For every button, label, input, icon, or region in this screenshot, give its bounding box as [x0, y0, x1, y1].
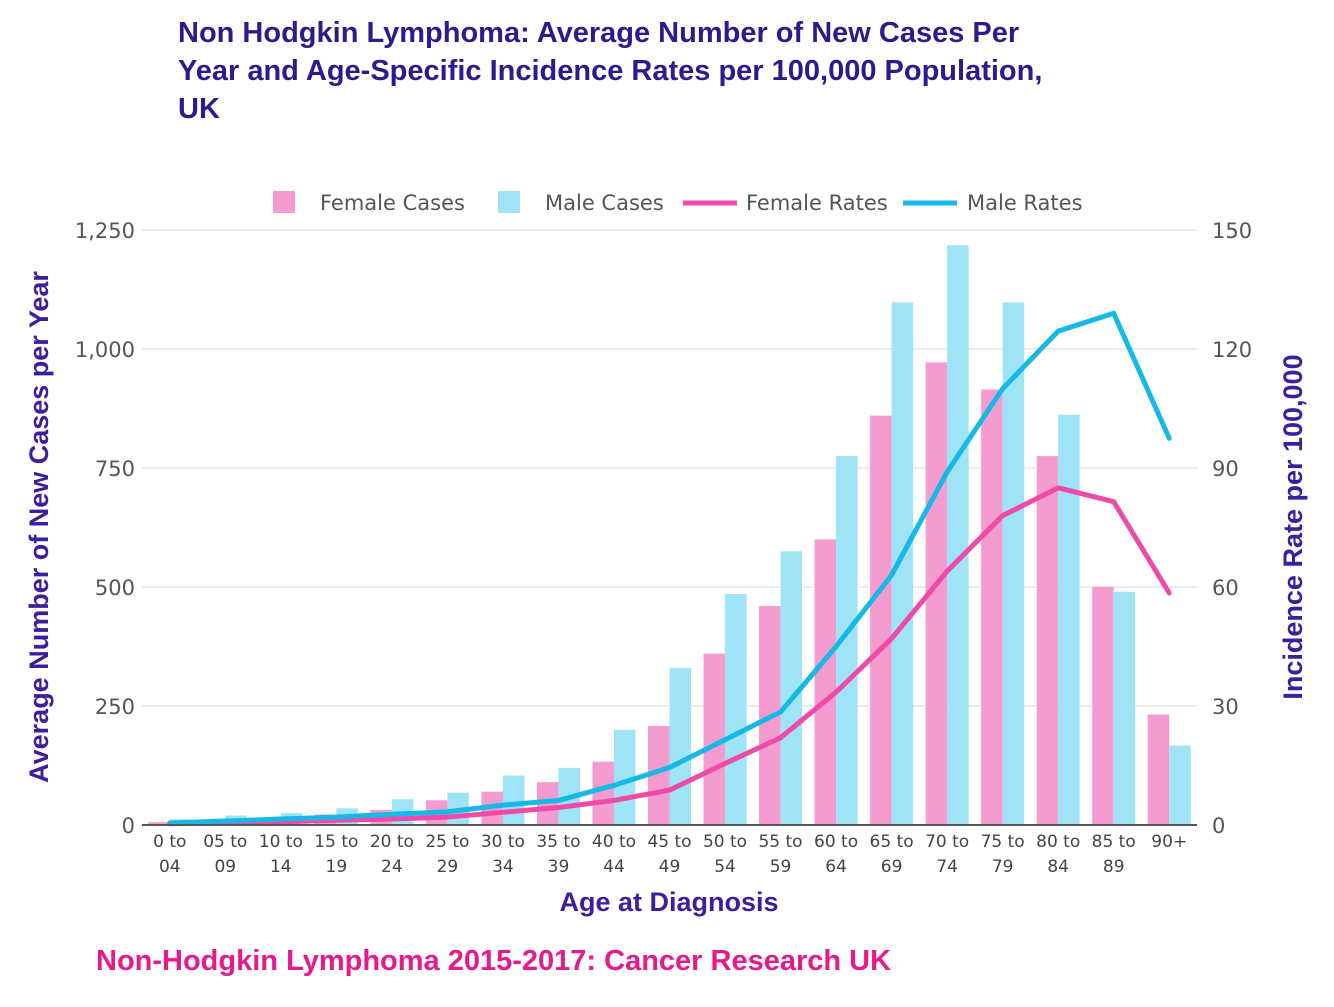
x-tick-label-line-2: 04 — [159, 857, 181, 877]
bar-female-cases — [870, 415, 892, 825]
y-axis-left-ticks: 0 250 500 750 1,000 1,250 — [75, 219, 135, 838]
x-tick-label: 35 to — [536, 832, 580, 852]
x-tick-label-line-2: 74 — [936, 857, 958, 877]
y-tick-label: 0 — [122, 814, 135, 838]
y2-tick-label: 60 — [1212, 576, 1239, 600]
x-tick-label: 60 to — [814, 832, 858, 852]
x-tick-label-line-2: 09 — [214, 857, 236, 877]
x-tick-label-line-2: 19 — [326, 857, 348, 877]
x-axis-ticks: 0 to 04 05 to 09 10 to 14 15 to 19 20 to 24 25 to 2… — [153, 832, 1187, 877]
x-tick-label: 15 to — [314, 832, 358, 852]
y-tick-label: 1,000 — [75, 338, 135, 362]
x-tick-label-line-2: 59 — [770, 857, 792, 877]
x-tick-label-line-2: 49 — [659, 857, 681, 877]
x-tick-label: 0 to — [153, 832, 186, 852]
y-axis-left-title: Average Number of New Cases per Year — [24, 271, 54, 783]
legend-swatch-female-cases — [273, 191, 295, 213]
x-tick-label-line-2: 84 — [1047, 857, 1069, 877]
x-tick-label: 50 to — [703, 832, 747, 852]
bar-female-cases — [814, 539, 837, 825]
line-female-rates — [167, 485, 1172, 827]
legend-label-female-cases: Female Cases — [320, 191, 465, 215]
bar-female-cases — [648, 725, 670, 825]
legend-label-male-rates: Male Rates — [967, 191, 1083, 215]
bar-male-cases — [1169, 745, 1191, 825]
x-tick-label: 85 to — [1092, 832, 1136, 852]
bar-female-cases — [592, 761, 614, 825]
source-caption: Non-Hodgkin Lymphoma 2015-2017: Cancer R… — [96, 945, 892, 977]
chart-title: Non Hodgkin Lymphoma: Average Number of … — [178, 14, 1178, 128]
x-tick-label-line-2: 69 — [881, 857, 903, 877]
x-tick-label-line-2: 44 — [603, 857, 625, 877]
bar-male-cases — [669, 667, 691, 825]
y-tick-label: 500 — [95, 576, 135, 600]
bar-female-cases — [1092, 587, 1114, 825]
chart-title-line-2: Year and Age-Specific Incidence Rates pe… — [178, 55, 1043, 87]
legend-swatch-male-cases — [498, 191, 520, 213]
y2-tick-label: 0 — [1212, 814, 1225, 838]
chart-title-line-1: Non Hodgkin Lymphoma: Average Number of … — [178, 17, 1020, 49]
x-tick-label: 40 to — [592, 832, 636, 852]
x-tick-label-line-2: 89 — [1103, 857, 1125, 877]
bar-male-cases — [725, 594, 747, 825]
x-tick-label: 20 to — [370, 832, 414, 852]
legend: Female Cases Male Cases Female Rates Mal… — [273, 191, 1083, 215]
y-axis-right-title: Incidence Rate per 100,000 — [1278, 354, 1308, 699]
bar-male-cases — [891, 302, 914, 825]
y-axis-right-ticks: 0 30 60 90 120 150 — [1212, 219, 1252, 838]
bar-male-cases — [1113, 591, 1136, 825]
y2-tick-label: 90 — [1212, 457, 1239, 481]
line-male-rates — [167, 310, 1172, 826]
x-tick-label-line-2: 39 — [548, 857, 570, 877]
bar-group — [148, 245, 1191, 825]
x-tick-label: 75 to — [981, 832, 1025, 852]
x-tick-label: 65 to — [870, 832, 914, 852]
x-tick-label-line-2: 24 — [381, 857, 403, 877]
y2-tick-label: 120 — [1212, 338, 1252, 362]
x-tick-label: 25 to — [425, 832, 469, 852]
bar-female-cases — [1147, 714, 1170, 825]
bar-male-cases — [780, 551, 803, 825]
bar-female-cases — [148, 822, 170, 825]
legend-label-male-cases: Male Cases — [545, 191, 664, 215]
line-group — [167, 310, 1172, 827]
x-tick-label: 55 to — [758, 832, 802, 852]
y2-tick-label: 30 — [1212, 695, 1239, 719]
x-tick-label: 70 to — [925, 832, 969, 852]
x-tick-label-line-2: 79 — [992, 857, 1014, 877]
chart-title-line-3: UK — [178, 93, 220, 125]
x-tick-label: 05 to — [203, 832, 247, 852]
x-tick-label: 80 to — [1036, 832, 1080, 852]
bar-female-cases — [703, 653, 726, 825]
x-tick-label: 30 to — [481, 832, 525, 852]
x-tick-label-line-2: 29 — [437, 857, 459, 877]
bar-male-cases — [1058, 414, 1080, 825]
y-tick-label: 250 — [95, 695, 135, 719]
bar-male-cases — [947, 245, 969, 825]
x-tick-label: 10 to — [259, 832, 303, 852]
x-tick-label-line-2: 14 — [270, 857, 292, 877]
x-tick-label-line-2: 34 — [492, 857, 514, 877]
bar-male-cases — [502, 775, 525, 825]
legend-label-female-rates: Female Rates — [746, 191, 888, 215]
x-tick-label-line-2: 64 — [825, 857, 847, 877]
y-tick-label: 1,250 — [75, 219, 135, 243]
x-tick-label: 45 to — [647, 832, 691, 852]
x-tick-label-line-2: 54 — [714, 857, 736, 877]
bar-male-cases — [1002, 302, 1025, 825]
y-tick-label: 750 — [95, 457, 135, 481]
bar-male-cases — [836, 456, 858, 825]
bar-female-cases — [981, 389, 1003, 825]
bar-female-cases — [1036, 456, 1059, 825]
x-axis-title: Age at Diagnosis — [559, 887, 778, 917]
x-tick-label: 90+ — [1151, 832, 1187, 852]
y2-tick-label: 150 — [1212, 219, 1252, 243]
